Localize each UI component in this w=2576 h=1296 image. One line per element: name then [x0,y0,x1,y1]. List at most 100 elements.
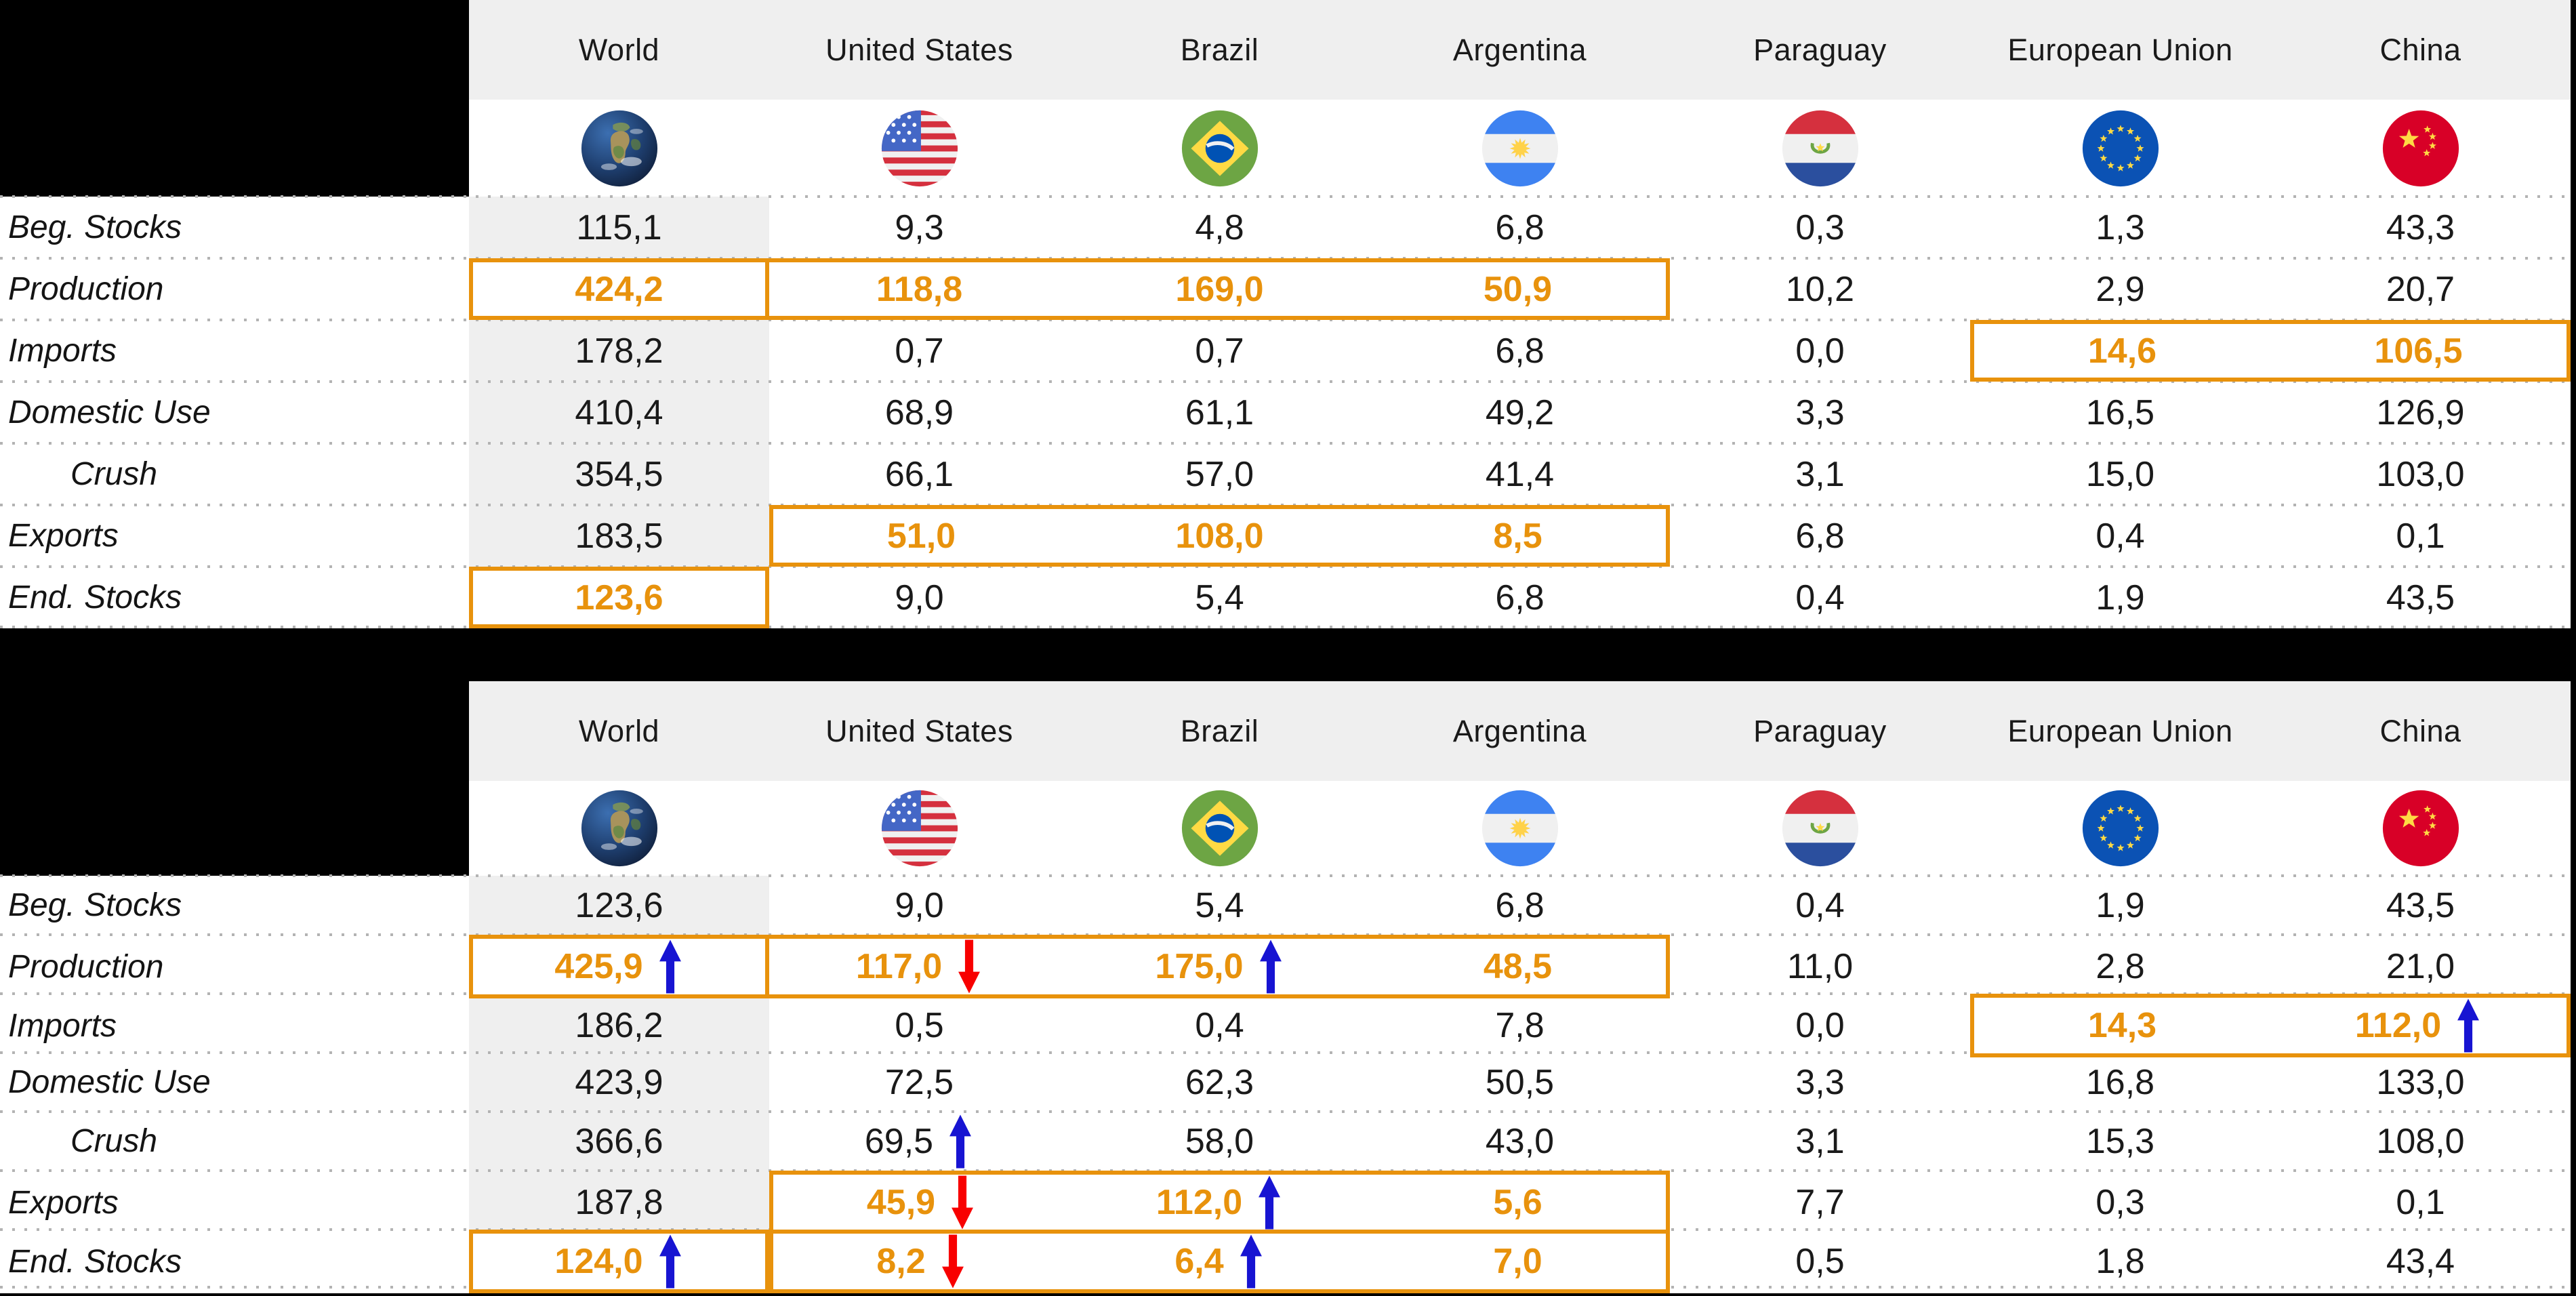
value-cell-united-states: 72,5 [769,1053,1069,1112]
value-cell-european-union: 14,6 [1970,320,2270,382]
row-label: Production [0,935,469,998]
table-row-end-stocks: End. Stocks 124,0 8,2 6,4 7,0 0,5 1,8 43,4 [0,1228,2571,1293]
cell-value: 366,6 [575,1121,663,1161]
column-header-label: China [2379,713,2461,748]
table-row-exports: Exports 187,8 45,9 112,0 5,6 7,7 0,3 0,1 [0,1169,2571,1234]
cell-value: 112,0 [1156,1183,1243,1222]
flag-cell-brazil [1069,100,1370,197]
value-cell-european-union: 2,9 [1970,258,2270,320]
cell-value: 112,0 [2354,1006,2442,1045]
value-cell-united-states: 9,3 [769,197,1069,258]
column-header-label: Paraguay [1753,713,1887,748]
value-cell-china: 43,5 [2270,567,2571,628]
value-cell-european-union: 2,8 [1970,935,2270,998]
value-cell-united-states: 0,7 [769,320,1069,382]
value-cell-argentina: 5,6 [1370,1171,1670,1234]
flag-cell-united-states [769,100,1069,197]
value-cell-european-union: 0,3 [1970,1171,2270,1234]
up-arrow-icon [1238,1234,1265,1289]
argentina-flag-icon [1481,789,1559,868]
value-cell-united-states: 117,0 [769,935,1069,998]
column-header-united-states: United States [769,0,1069,100]
cell-value: 14,3 [2087,1006,2157,1045]
row-label: Beg. Stocks [0,876,469,935]
value-cell-world: 424,2 [469,258,769,320]
cell-value: 62,3 [1185,1062,1254,1102]
value-cell-china: 21,0 [2270,935,2571,998]
value-cell-united-states: 9,0 [769,567,1069,628]
column-header-european-union: European Union [1970,0,2270,100]
soybean-balance-table-1: World United States Brazil Argentina Paragua… [0,0,2571,628]
cell-value: 1,8 [2095,1242,2145,1281]
row-label: End. Stocks [0,567,469,628]
row-label: Production [0,258,469,320]
row-label: Crush [0,1112,469,1171]
cell-value: 8,5 [1493,516,1542,556]
value-cell-china: 133,0 [2270,1053,2571,1112]
value-cell-united-states: 51,0 [769,505,1069,567]
cell-value: 7,7 [1795,1183,1845,1222]
value-cell-european-union: 1,8 [1970,1230,2270,1293]
cell-value: 6,8 [1495,207,1545,247]
cell-value: 9,0 [895,578,944,617]
value-cell-argentina: 6,8 [1370,876,1670,935]
value-cell-china: 112,0 [2270,994,2571,1057]
value-cell-paraguay: 10,2 [1670,258,1970,320]
cell-value: 50,5 [1485,1062,1555,1102]
cell-value: 3,3 [1795,392,1845,432]
cell-value: 9,3 [895,207,944,247]
value-cell-argentina: 43,0 [1370,1112,1670,1171]
value-cell-paraguay: 3,3 [1670,382,1970,443]
cell-value: 8,2 [876,1242,926,1281]
header-row: World United States Brazil Argentina Paragua… [0,681,2571,781]
cell-value: 354,5 [575,454,663,494]
cell-value: 103,0 [2376,454,2465,494]
cell-value: 183,5 [575,516,663,556]
value-cell-paraguay: 3,3 [1670,1053,1970,1112]
cell-value: 117,0 [855,947,943,986]
value-cell-argentina: 50,5 [1370,1053,1670,1112]
soybean-balance-table-2: World United States Brazil Argentina Paragua… [0,681,2571,1293]
cell-value: 108,0 [1175,516,1264,556]
paraguay-flag-icon [1781,109,1860,188]
row-label: Exports [0,1171,469,1234]
table-row-domestic-use: Domestic Use 410,4 68,9 61,1 49,2 3,3 16,5 126,… [0,380,2571,443]
value-cell-paraguay: 0,4 [1670,876,1970,935]
value-cell-world: 425,9 [469,935,769,998]
up-arrow-icon [657,1234,684,1289]
cell-value: 41,4 [1485,454,1555,494]
cell-value: 425,9 [554,947,643,986]
cell-value: 7,0 [1493,1242,1542,1281]
value-cell-paraguay: 0,0 [1670,320,1970,382]
cell-value: 2,8 [2095,947,2145,986]
flag-cell-european-union [1970,781,2270,876]
cell-value: 178,2 [575,331,663,371]
cell-value: 3,3 [1795,1062,1845,1102]
table-row-end-stocks: End. Stocks 123,6 9,0 5,4 6,8 0,4 1,9 43,5 [0,565,2571,628]
column-header-label: Argentina [1452,713,1587,748]
value-cell-united-states: 0,5 [769,994,1069,1057]
cell-value: 3,1 [1795,1121,1845,1161]
value-cell-china: 20,7 [2270,258,2571,320]
value-cell-european-union: 15,3 [1970,1112,2270,1171]
down-arrow-icon [956,939,983,994]
cell-value: 5,4 [1195,578,1244,617]
value-cell-brazil: 58,0 [1069,1112,1370,1171]
value-cell-world: 115,1 [469,197,769,258]
cell-value: 123,6 [575,885,663,925]
value-cell-united-states: 9,0 [769,876,1069,935]
column-header-argentina: Argentina [1370,0,1670,100]
cell-value: 187,8 [575,1183,663,1222]
flag-cell-brazil [1069,781,1370,876]
row-label: Domestic Use [0,382,469,443]
value-cell-brazil: 112,0 [1069,1171,1370,1234]
cell-value: 0,5 [895,1006,944,1045]
table-separator-band [0,628,2576,681]
value-cell-china: 0,1 [2270,1171,2571,1234]
row-label: Imports [0,320,469,382]
column-header-label: Brazil [1180,713,1259,748]
value-cell-european-union: 16,5 [1970,382,2270,443]
cell-value: 0,4 [1795,885,1845,925]
value-cell-argentina: 6,8 [1370,197,1670,258]
